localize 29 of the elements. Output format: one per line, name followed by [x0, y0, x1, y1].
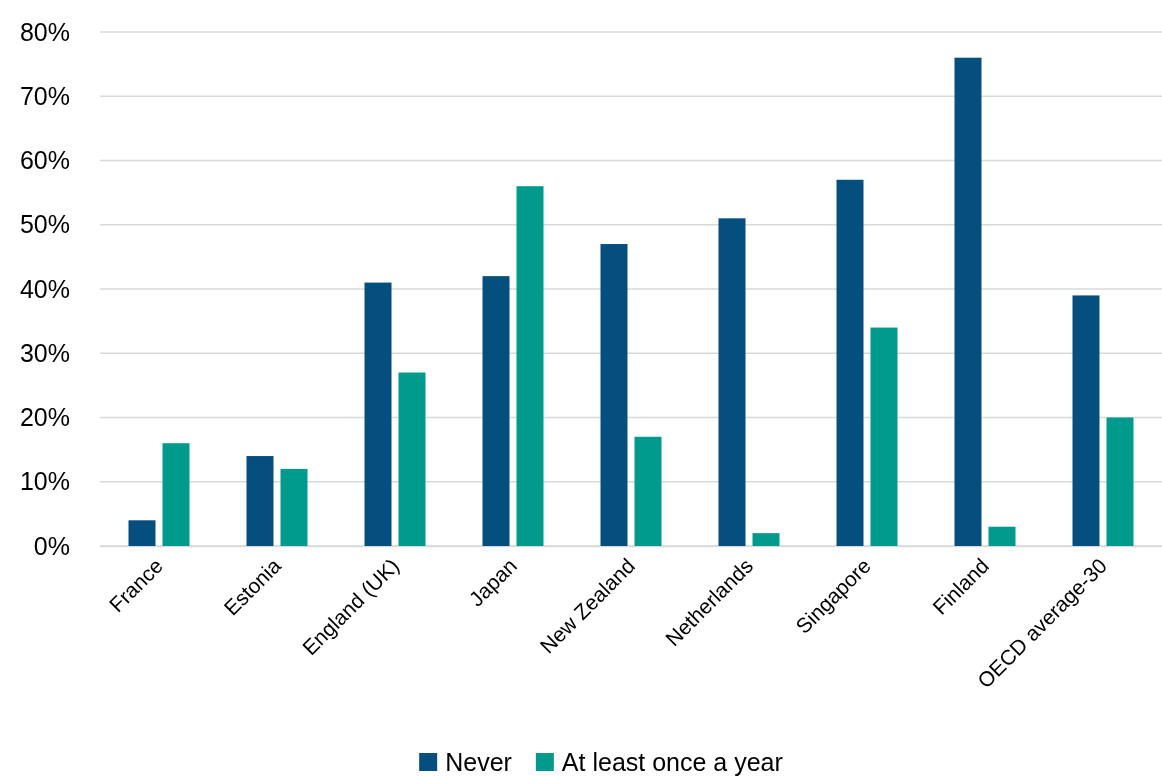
legend-label: Never — [445, 748, 512, 776]
y-tick-label: 80% — [19, 17, 70, 46]
bar — [1106, 417, 1134, 546]
bar — [162, 443, 190, 546]
bar — [1072, 295, 1100, 546]
bar — [988, 526, 1016, 546]
bar — [954, 57, 982, 546]
y-tick-label: 50% — [19, 210, 70, 239]
y-tick-label: 30% — [19, 338, 70, 367]
bar — [718, 218, 746, 546]
y-tick-label: 20% — [19, 403, 70, 431]
bar — [836, 179, 864, 546]
bar — [870, 327, 898, 546]
legend-label: At least once a year — [561, 748, 783, 776]
y-tick-label: 40% — [19, 274, 70, 303]
bar — [246, 456, 274, 546]
bar — [482, 276, 510, 546]
bar — [634, 436, 662, 546]
y-tick-label: 10% — [19, 467, 70, 496]
bar — [752, 533, 780, 546]
bar — [600, 244, 628, 546]
bar — [364, 282, 392, 546]
bar — [280, 468, 308, 546]
y-tick-label: 60% — [19, 146, 70, 174]
y-tick-label: 70% — [19, 81, 70, 110]
y-tick-label: 0% — [33, 531, 70, 560]
bar — [516, 186, 544, 546]
bar — [128, 520, 156, 546]
bar — [398, 372, 426, 546]
